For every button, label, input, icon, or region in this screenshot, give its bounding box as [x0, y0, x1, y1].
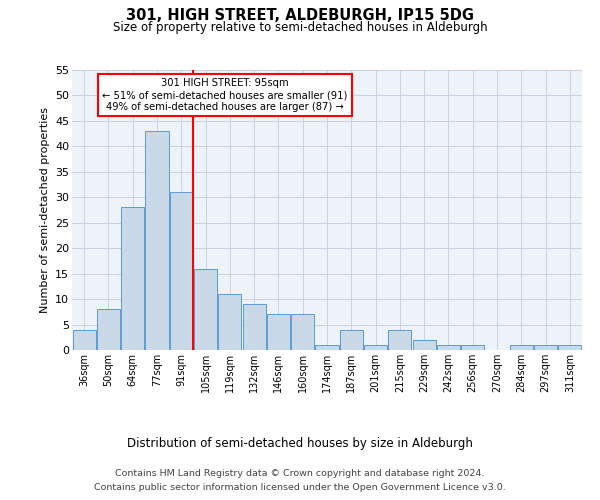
Text: Distribution of semi-detached houses by size in Aldeburgh: Distribution of semi-detached houses by … — [127, 438, 473, 450]
Bar — [461, 345, 484, 350]
Bar — [510, 345, 533, 350]
Bar — [291, 314, 314, 350]
Bar — [267, 314, 290, 350]
Bar — [145, 131, 169, 350]
Bar — [121, 208, 144, 350]
Bar — [97, 310, 120, 350]
Bar — [242, 304, 266, 350]
Text: Size of property relative to semi-detached houses in Aldeburgh: Size of property relative to semi-detach… — [113, 21, 487, 34]
Text: 301, HIGH STREET, ALDEBURGH, IP15 5DG: 301, HIGH STREET, ALDEBURGH, IP15 5DG — [126, 8, 474, 22]
Bar — [437, 345, 460, 350]
Bar — [316, 345, 338, 350]
Bar — [340, 330, 363, 350]
Bar — [559, 345, 581, 350]
Text: 301 HIGH STREET: 95sqm
← 51% of semi-detached houses are smaller (91)
49% of sem: 301 HIGH STREET: 95sqm ← 51% of semi-det… — [103, 78, 347, 112]
Y-axis label: Number of semi-detached properties: Number of semi-detached properties — [40, 107, 50, 313]
Bar — [73, 330, 95, 350]
Bar — [413, 340, 436, 350]
Text: Contains public sector information licensed under the Open Government Licence v3: Contains public sector information licen… — [94, 482, 506, 492]
Bar — [218, 294, 241, 350]
Bar — [364, 345, 387, 350]
Bar — [534, 345, 557, 350]
Bar — [170, 192, 193, 350]
Bar — [388, 330, 412, 350]
Bar — [194, 268, 217, 350]
Text: Contains HM Land Registry data © Crown copyright and database right 2024.: Contains HM Land Registry data © Crown c… — [115, 469, 485, 478]
